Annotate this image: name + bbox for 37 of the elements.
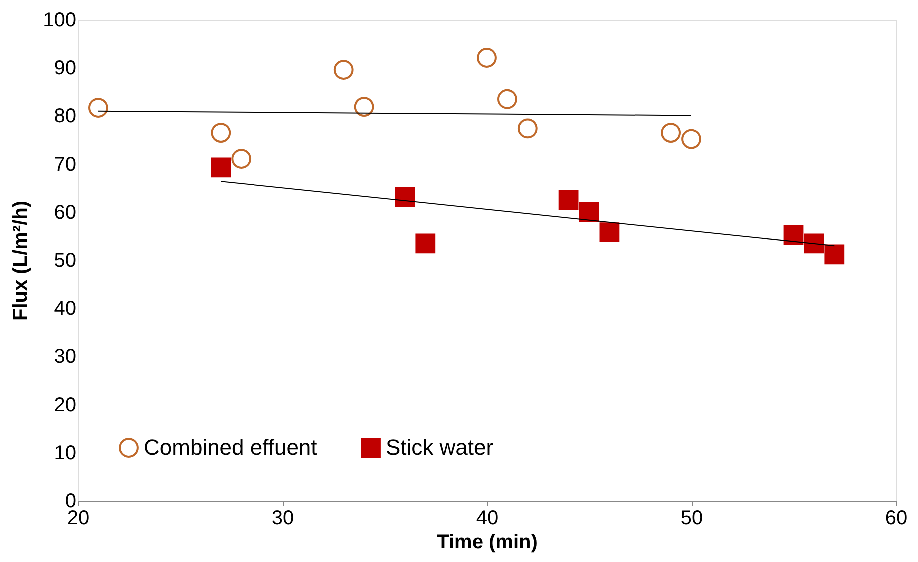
- point: [804, 234, 824, 254]
- y-tick-label: 100: [43, 10, 76, 32]
- y-tick-label: 60: [54, 202, 76, 224]
- point: [416, 234, 436, 254]
- x-tick-label: 40: [476, 508, 499, 530]
- point: [682, 129, 702, 150]
- x-tick-label: 50: [680, 508, 704, 530]
- y-tick-label: 80: [54, 106, 76, 128]
- point: [600, 222, 620, 243]
- y-tick-label: 50: [54, 250, 76, 272]
- point: [88, 98, 108, 118]
- point: [579, 202, 600, 222]
- point: [661, 123, 681, 143]
- y-tick-label: 40: [54, 298, 76, 320]
- point: [334, 60, 354, 80]
- point: [824, 244, 845, 265]
- x-tick-label: 60: [885, 508, 908, 530]
- point: [558, 190, 579, 210]
- y-tick-label: 90: [54, 58, 76, 80]
- legend-label: Combined effuent: [144, 435, 318, 460]
- x-axis-title: Time (min): [437, 532, 538, 554]
- point: [395, 187, 416, 207]
- point: [498, 89, 518, 110]
- y-axis-title: Flux (L/m²/h): [10, 201, 32, 321]
- legend-label: Stick water: [386, 435, 494, 460]
- y-tick-label: 70: [54, 154, 76, 176]
- x-tick-label: 30: [272, 508, 294, 530]
- point: [232, 149, 252, 169]
- y-tick-label: 30: [54, 346, 76, 368]
- y-tick-label: 20: [54, 394, 76, 416]
- point: [784, 225, 804, 245]
- point: [477, 48, 497, 68]
- point: [211, 123, 232, 143]
- point: [211, 158, 232, 178]
- point: [518, 118, 538, 139]
- point: [354, 97, 374, 117]
- y-tick-label: 10: [54, 442, 76, 464]
